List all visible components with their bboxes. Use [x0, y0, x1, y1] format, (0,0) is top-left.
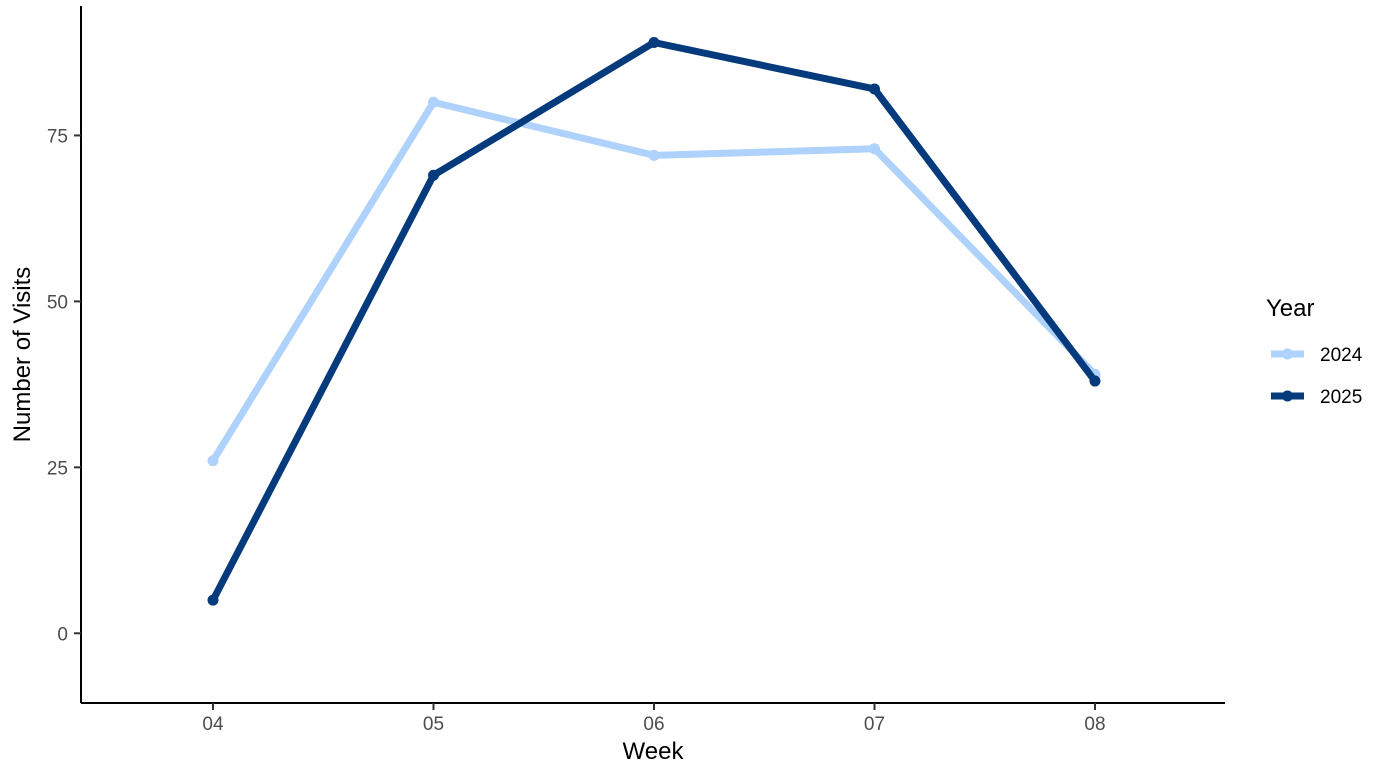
- data-point: [428, 169, 439, 181]
- data-point: [207, 594, 219, 606]
- axes: 0 25 50 75 04 05 06 07 08: [47, 6, 1225, 735]
- x-tick-label: 06: [643, 714, 664, 735]
- legend-label: 2024: [1320, 345, 1363, 366]
- data-point: [1089, 375, 1101, 387]
- data-point: [428, 96, 439, 108]
- y-tick-label: 50: [47, 292, 68, 313]
- y-tick-label: 0: [57, 624, 68, 645]
- data-point: [869, 143, 880, 155]
- series-line: [209, 39, 1098, 602]
- x-tick-label: 08: [1084, 714, 1105, 735]
- legend-item: 2024: [1271, 345, 1363, 366]
- data-point: [648, 37, 660, 49]
- legend-swatch-point: [1282, 390, 1293, 402]
- series-2024: [207, 96, 1101, 467]
- y-tick-label: 25: [47, 458, 68, 479]
- x-tick-label: 04: [202, 714, 224, 735]
- series-layer: [207, 37, 1101, 606]
- data-point: [648, 149, 660, 161]
- x-tick-label: 05: [423, 714, 444, 735]
- y-tick-label: 75: [47, 126, 68, 147]
- series-2025: [207, 37, 1101, 606]
- legend-item: 2025: [1271, 387, 1362, 408]
- legend-swatch-point: [1282, 348, 1293, 360]
- legend-label: 2025: [1320, 387, 1362, 408]
- x-axis-title: Week: [623, 738, 685, 765]
- legend: Year 2024 2025: [1266, 295, 1363, 408]
- x-tick-label: 07: [864, 714, 885, 735]
- y-axis-title: Number of Visits: [9, 267, 36, 443]
- data-point: [207, 455, 219, 467]
- legend-title: Year: [1266, 295, 1315, 322]
- data-point: [869, 83, 880, 95]
